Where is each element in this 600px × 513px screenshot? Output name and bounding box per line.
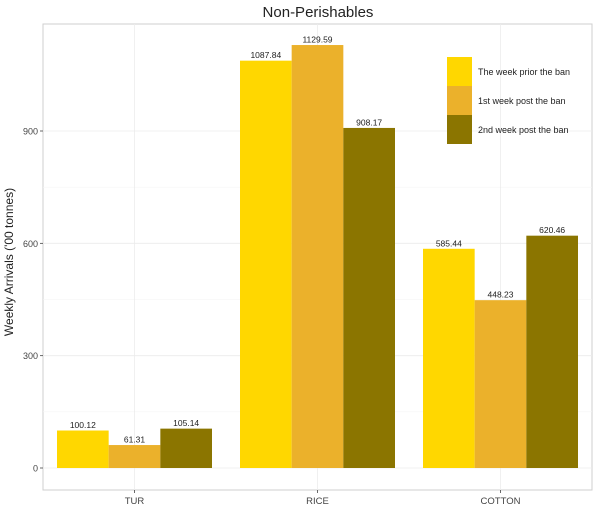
y-axis: 0 300 600 900 [23,127,43,474]
bar [423,248,475,468]
y-axis-label: Weekly Arrivals ('00 tonnes) [2,188,16,336]
legend-swatch [447,57,472,86]
bar [343,127,395,468]
y-tick-label: 900 [23,127,38,137]
bar-value-label: 448.23 [488,290,514,300]
bar-value-label: 908.17 [356,117,382,127]
bar-value-label: 1129.59 [302,35,332,45]
y-tick-label: 600 [23,239,38,249]
bar [108,445,161,468]
bar-value-label: 620.46 [539,225,565,235]
chart-title: Non-Perishables [263,4,374,21]
legend-swatch [447,115,472,144]
bar-value-label: 585.44 [436,238,462,248]
bar [474,300,527,468]
bars [57,45,578,468]
legend-label: The week prior the ban [478,67,570,77]
bar [240,60,292,468]
y-tick-label: 300 [23,351,38,361]
legend-label: 2nd week post the ban [478,125,569,135]
bar-labels: 100.12 61.31 105.14 1087.84 1129.59 908.17 585… [70,35,566,445]
legend: The week prior the ban 1st week post the … [447,57,570,144]
bar [526,235,578,468]
bar [57,430,109,468]
bar [291,45,344,468]
bar-value-label: 61.31 [124,435,146,445]
bar-value-label: 1087.84 [250,50,281,60]
legend-label: 1st week post the ban [478,96,566,106]
x-tick-label: RICE [306,496,329,507]
x-tick-label: COTTON [481,496,521,507]
y-tick-label: 0 [33,464,38,474]
bar [160,428,212,468]
legend-swatch [447,86,472,115]
bar-value-label: 100.12 [70,420,96,430]
x-axis: TUR RICE COTTON [125,490,521,507]
bar-value-label: 105.14 [173,418,199,428]
x-tick-label: TUR [125,496,145,507]
